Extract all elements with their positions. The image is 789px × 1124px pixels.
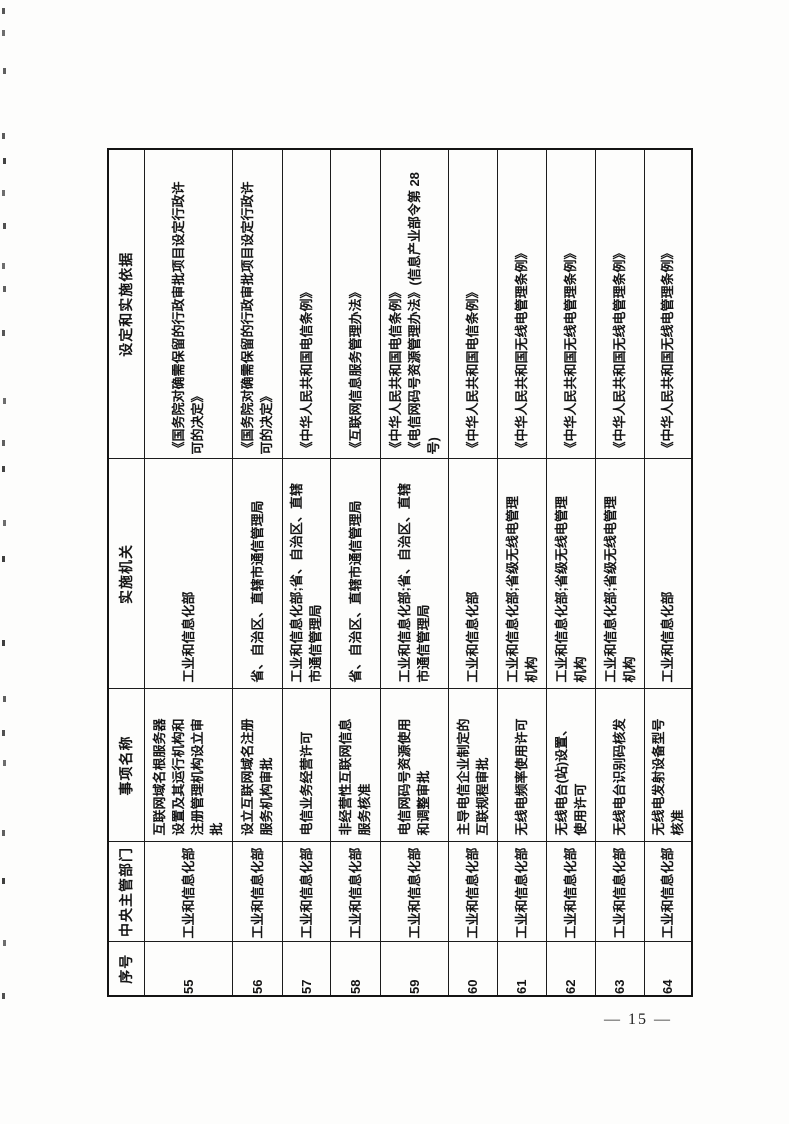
cell-basis: 《中华人民共和国无线电管理条例》 [595,149,644,459]
table-row: 61 工业和信息化部 无线电频率使用许可 工业和信息化部;省级无线电管理 机构 … [497,149,546,996]
cell-basis: 《互联网信息服务管理办法》 [330,149,380,459]
cell-item: 无线电频率使用许可 [497,689,546,842]
cell-agency: 省、自治区、直辖市通信管理局 [232,459,282,689]
header-item: 事项名称 [108,689,144,842]
cell-basis: 《中华人民共和国电信条例》 [282,149,330,459]
cell-serial: 55 [144,942,232,996]
cell-serial: 57 [282,942,330,996]
cell-agency: 工业和信息化部 [644,459,692,689]
cell-dept: 工业和信息化部 [282,842,330,942]
table-row: 63 工业和信息化部 无线电台识别码核发 工业和信息化部;省级无线电管理 机构 … [595,149,644,996]
cell-basis: 《中华人民共和国无线电管理条例》 [644,149,692,459]
header-dept: 中央主管部门 [108,842,144,942]
cell-dept: 工业和信息化部 [644,842,692,942]
cell-item: 无线电台(站)设置、 使用许可 [546,689,595,842]
cell-basis: 《国务院对确需保留的行政审批项目设定行政许 可的决定》 [232,149,282,459]
cell-serial: 60 [448,942,497,996]
cell-item: 电信网码号资源使用 和调整审批 [380,689,448,842]
cell-basis: 《中华人民共和国无线电管理条例》 [497,149,546,459]
header-serial: 序号 [108,942,144,996]
cell-dept: 工业和信息化部 [232,842,282,942]
cell-serial: 64 [644,942,692,996]
table-row: 64 工业和信息化部 无线电发射设备型号 核准 工业和信息化部 《中华人民共和国… [644,149,692,996]
footer-page-number: — 15 — [604,1011,672,1028]
cell-dept: 工业和信息化部 [595,842,644,942]
table-row: 55 工业和信息化部 互联网域名根服务器 设置及其运行机构和 注册管理机构设立审… [144,149,232,996]
cell-dept: 工业和信息化部 [380,842,448,942]
cell-dept: 工业和信息化部 [144,842,232,942]
cell-serial: 58 [330,942,380,996]
cell-item: 主导电信企业制定的 互联规程审批 [448,689,497,842]
document-table: 序号 中央主管部门 事项名称 实施机关 设定和实施依据 55 工业和信息化部 互… [107,148,693,997]
cell-item: 设立互联网域名注册 服务机构审批 [232,689,282,842]
cell-serial: 62 [546,942,595,996]
table-row: 60 工业和信息化部 主导电信企业制定的 互联规程审批 工业和信息化部 《中华人… [448,149,497,996]
cell-basis: 《中华人民共和国电信条例》 《电信网码号资源管理办法》(信息产业部令第 28 号… [380,149,448,459]
cell-agency: 省、自治区、直辖市通信管理局 [330,459,380,689]
cell-agency: 工业和信息化部;省、自治区、直辖 市通信管理局 [282,459,330,689]
cell-item: 非经营性互联网信息 服务核准 [330,689,380,842]
cell-agency: 工业和信息化部;省级无线电管理 机构 [595,459,644,689]
table-row: 56 工业和信息化部 设立互联网域名注册 服务机构审批 省、自治区、直辖市通信管… [232,149,282,996]
scan-artifact [2,8,5,14]
cell-serial: 61 [497,942,546,996]
cell-basis: 《中华人民共和国无线电管理条例》 [546,149,595,459]
header-basis: 设定和实施依据 [108,149,144,459]
cell-dept: 工业和信息化部 [448,842,497,942]
cell-item: 互联网域名根服务器 设置及其运行机构和 注册管理机构设立审 批 [144,689,232,842]
cell-dept: 工业和信息化部 [546,842,595,942]
cell-dept: 工业和信息化部 [497,842,546,942]
cell-agency: 工业和信息化部;省级无线电管理 机构 [546,459,595,689]
cell-basis: 《中华人民共和国电信条例》 [448,149,497,459]
cell-serial: 56 [232,942,282,996]
cell-item: 电信业务经营许可 [282,689,330,842]
table-row: 62 工业和信息化部 无线电台(站)设置、 使用许可 工业和信息化部;省级无线电… [546,149,595,996]
cell-item: 无线电发射设备型号 核准 [644,689,692,842]
cell-agency: 工业和信息化部 [448,459,497,689]
cell-agency: 工业和信息化部 [144,459,232,689]
cell-agency: 工业和信息化部;省级无线电管理 机构 [497,459,546,689]
table-header-row: 序号 中央主管部门 事项名称 实施机关 设定和实施依据 [108,149,144,996]
table-row: 57 工业和信息化部 电信业务经营许可 工业和信息化部;省、自治区、直辖 市通信… [282,149,330,996]
cell-agency: 工业和信息化部;省、自治区、直辖 市通信管理局 [380,459,448,689]
cell-serial: 59 [380,942,448,996]
cell-dept: 工业和信息化部 [330,842,380,942]
table-row: 58 工业和信息化部 非经营性互联网信息 服务核准 省、自治区、直辖市通信管理局… [330,149,380,996]
cell-serial: 63 [595,942,644,996]
cell-basis: 《国务院对确需保留的行政审批项目设定行政许 可的决定》 [144,149,232,459]
cell-item: 无线电台识别码核发 [595,689,644,842]
table-row: 59 工业和信息化部 电信网码号资源使用 和调整审批 工业和信息化部;省、自治区… [380,149,448,996]
rotated-table-container: 序号 中央主管部门 事项名称 实施机关 设定和实施依据 55 工业和信息化部 互… [107,148,693,997]
header-agency: 实施机关 [108,459,144,689]
